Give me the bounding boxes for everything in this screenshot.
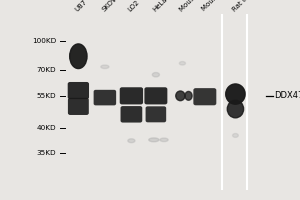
FancyBboxPatch shape — [144, 87, 167, 104]
FancyBboxPatch shape — [94, 90, 116, 105]
FancyBboxPatch shape — [120, 87, 143, 104]
Ellipse shape — [152, 73, 160, 77]
FancyBboxPatch shape — [68, 98, 89, 115]
Text: 35KD: 35KD — [36, 150, 56, 156]
Text: DDX47: DDX47 — [274, 91, 300, 100]
Text: LO2: LO2 — [127, 0, 141, 12]
Ellipse shape — [101, 65, 109, 69]
FancyBboxPatch shape — [121, 106, 142, 123]
Ellipse shape — [128, 139, 135, 143]
Ellipse shape — [227, 100, 244, 118]
Text: SKOV3: SKOV3 — [100, 0, 121, 12]
Text: 40KD: 40KD — [36, 125, 56, 131]
Text: 70KD: 70KD — [36, 67, 56, 73]
Text: Mouse testis: Mouse testis — [178, 0, 213, 12]
Ellipse shape — [176, 91, 185, 101]
Text: Mouse lung: Mouse lung — [201, 0, 233, 12]
Ellipse shape — [149, 138, 159, 142]
Ellipse shape — [232, 134, 238, 137]
Text: Rat testis: Rat testis — [231, 0, 259, 12]
Ellipse shape — [70, 44, 87, 69]
Ellipse shape — [179, 62, 185, 65]
Text: HeLa: HeLa — [152, 0, 168, 12]
Text: 55KD: 55KD — [36, 93, 56, 99]
Ellipse shape — [226, 84, 245, 104]
Ellipse shape — [185, 91, 192, 100]
FancyBboxPatch shape — [68, 82, 89, 99]
Ellipse shape — [160, 138, 168, 142]
Text: U87: U87 — [74, 0, 88, 12]
FancyBboxPatch shape — [194, 88, 216, 105]
FancyBboxPatch shape — [146, 106, 166, 122]
Text: 100KD: 100KD — [32, 38, 56, 44]
